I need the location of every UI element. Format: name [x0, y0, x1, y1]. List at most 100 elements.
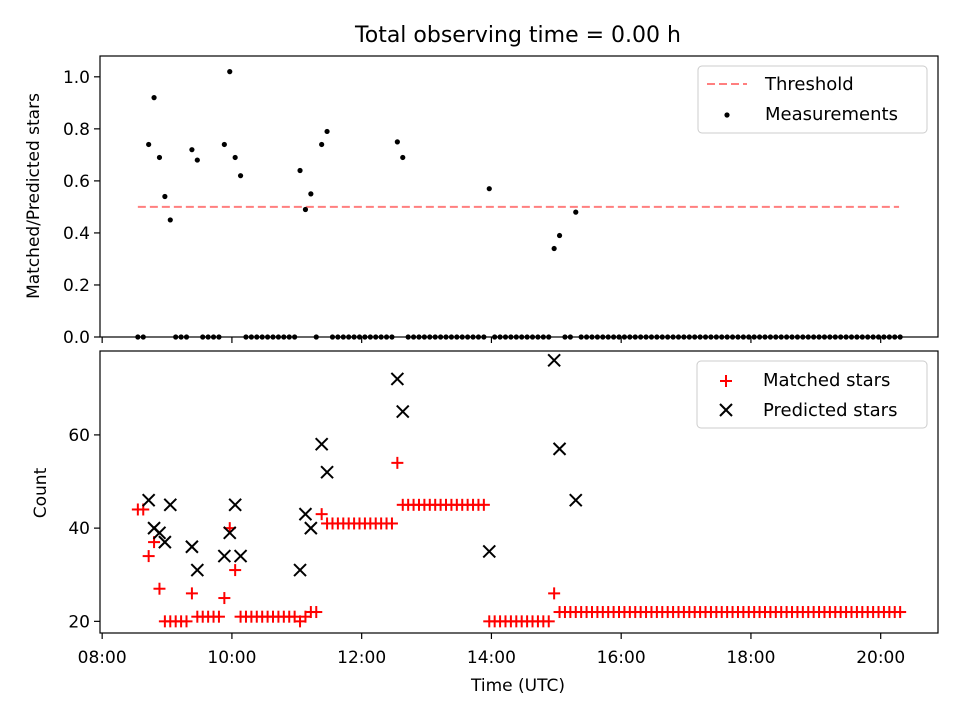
predicted-stars-point [298, 507, 313, 521]
predicted-stars-point [304, 521, 318, 535]
matched-stars-point [218, 592, 231, 605]
predicted-stars-point [569, 493, 583, 507]
measurement-point [551, 245, 557, 252]
predicted-stars-point [390, 372, 405, 386]
predicted-stars-point [320, 465, 334, 479]
matched-stars-point [153, 582, 166, 595]
legend-predicted-swatch [719, 403, 733, 417]
measurement-point [297, 167, 303, 174]
bottom-legend-box [696, 360, 928, 429]
predicted-stars-point [158, 535, 172, 549]
predicted-stars-point [190, 563, 205, 577]
matched-stars-point [477, 498, 490, 511]
matched-stars-point [142, 550, 155, 563]
predicted-stars-point [314, 437, 329, 451]
matched-stars-point [185, 587, 198, 600]
predicted-stars-point [223, 526, 237, 540]
top-y-ticks: 0.0 0.2 0.4 0.6 0.8 1.0 [63, 68, 100, 348]
predicted-stars-point [185, 540, 199, 554]
bottom-y-axis-label: Count [31, 467, 51, 518]
measurement-point [151, 95, 157, 101]
bottom-y-tick-label: 60 [68, 426, 90, 446]
bottom-axes-frame [99, 350, 939, 634]
measurement-point [319, 141, 325, 148]
matched-stars-point [180, 615, 193, 628]
measurement-point [486, 186, 492, 192]
top-y-tick-label: 0.0 [63, 328, 90, 348]
measurement-point [189, 147, 195, 153]
x-tick-label: 14:00 [467, 648, 516, 668]
measurement-point [573, 209, 579, 215]
x-tick-label: 16:00 [597, 648, 646, 668]
measurement-point [194, 157, 200, 163]
predicted-stars-point [141, 493, 156, 507]
x-tick-label: 18:00 [726, 648, 775, 668]
matched-stars-point [391, 456, 404, 469]
predicted-stars-point [152, 526, 167, 540]
matched-stars-point [548, 587, 561, 600]
predicted-stars-point [233, 549, 248, 563]
predicted-stars-point [482, 544, 496, 559]
top-y-tick-label: 0.4 [63, 224, 90, 244]
top-y-axis-label: Matched/Predicted stars [24, 93, 44, 299]
measurement-point [167, 217, 173, 223]
predicted-stars-point [217, 549, 232, 563]
x-tick-label: 10:00 [207, 648, 256, 668]
matched-stars-point [542, 615, 555, 628]
matched-stars-point [894, 606, 907, 619]
measurement-point [162, 193, 168, 200]
bottom-x-ticks: 08:00 10:00 12:00 14:00 16:00 18:00 20:00 [78, 633, 905, 668]
measurement-point [556, 232, 563, 239]
measurement-point [156, 154, 163, 161]
measurement-point [237, 173, 244, 179]
legend-matched-label: Matched stars [763, 370, 890, 391]
top-x-ticks [101, 337, 882, 343]
top-y-tick-label: 0.8 [63, 120, 90, 140]
bottom-y-tick-label: 40 [68, 519, 90, 539]
top-legend: Threshold Measurements [697, 65, 928, 134]
top-axes-frame [99, 55, 939, 338]
predicted-stars-point [293, 563, 307, 577]
top-legend-box [697, 65, 928, 134]
bottom-data-layer [131, 353, 907, 628]
measurement-point [394, 139, 400, 145]
measurement-point [227, 69, 233, 75]
x-axis-label: Time (UTC) [470, 676, 565, 696]
measurement-point [221, 141, 227, 148]
bottom-panel: 20 40 60 08:00 10:00 12:00 14:00 16:00 18:00 20:… [31, 350, 939, 696]
top-data-layer [135, 69, 903, 340]
predicted-stars-point [547, 353, 561, 368]
measurement-point [146, 141, 152, 148]
top-panel: 0.0 0.2 0.4 0.6 0.8 1.0 Matched/Predicted sta… [24, 55, 939, 348]
predicted-stars-point [552, 442, 567, 456]
measurement-point [232, 154, 238, 161]
legend-threshold-label: Threshold [764, 74, 854, 95]
measurement-point [302, 206, 309, 213]
bottom-y-ticks: 20 40 60 [68, 426, 100, 632]
top-y-tick-label: 0.6 [63, 172, 90, 192]
measurement-point [324, 128, 330, 135]
top-y-tick-label: 1.0 [63, 68, 90, 88]
predicted-stars-point [163, 498, 177, 512]
x-tick-label: 20:00 [856, 648, 905, 668]
measurement-point [308, 191, 314, 197]
matched-stars-point [385, 517, 398, 530]
matched-stars-point [229, 564, 242, 577]
measurement-point [400, 154, 406, 161]
top-y-tick-label: 0.2 [63, 276, 90, 296]
legend-matched-swatch [720, 375, 732, 387]
matched-stars-point [315, 508, 328, 521]
legend-measurements-swatch [724, 112, 730, 118]
figure-title: Total observing time = 0.00 h [354, 23, 681, 48]
x-tick-label: 12:00 [337, 648, 386, 668]
bottom-legend: Matched stars Predicted stars [696, 360, 928, 429]
predicted-stars-point [396, 404, 410, 419]
matched-stars-point [310, 606, 323, 619]
predicted-stars-point [228, 498, 242, 512]
matched-stars-point [212, 610, 225, 623]
x-tick-label: 08:00 [78, 648, 127, 668]
legend-measurements-label: Measurements [765, 104, 898, 125]
bottom-y-tick-label: 20 [68, 612, 90, 632]
legend-predicted-label: Predicted stars [763, 400, 897, 421]
